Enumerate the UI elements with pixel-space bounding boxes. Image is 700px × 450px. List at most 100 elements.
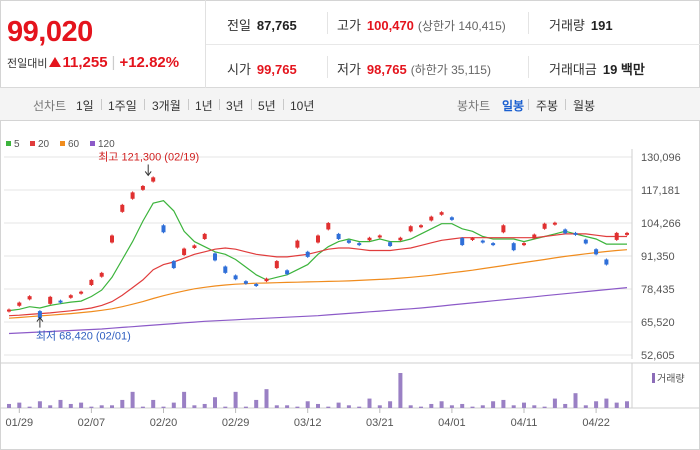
candle-body — [151, 177, 156, 182]
low-price: 저가 98,765 (하한가 35,115) — [337, 62, 491, 77]
x-tick-label: 03/21 — [366, 417, 394, 429]
volume-bar — [213, 397, 217, 408]
candle-body — [58, 300, 63, 303]
y-tick-label: 65,520 — [641, 317, 675, 329]
legend-swatch-5 — [6, 141, 11, 146]
divider — [327, 12, 328, 34]
candle-body — [336, 233, 341, 240]
volume-bar — [439, 401, 444, 408]
candle-body — [542, 223, 547, 229]
volume-bar — [130, 391, 135, 408]
prev-close: 전일 87,765 — [227, 18, 297, 33]
candle-body — [326, 223, 331, 230]
volume-bar — [58, 399, 63, 408]
y-tick-label: 91,350 — [641, 251, 675, 263]
volume-bar — [419, 406, 423, 408]
candle-weekly-button[interactable]: 주봉 — [536, 99, 559, 113]
candle-body — [264, 278, 269, 282]
volume-bar — [470, 406, 475, 408]
candle-body — [140, 185, 145, 190]
volume-bar — [192, 405, 197, 408]
candle-body — [583, 239, 588, 244]
period-3y-button[interactable]: 3년 — [226, 99, 244, 113]
volume-bar — [110, 405, 114, 408]
candle-body — [17, 302, 22, 306]
y-tick-label: 130,096 — [641, 152, 681, 164]
candle-daily-button[interactable]: 일봉 — [502, 99, 525, 113]
volume-bar — [449, 405, 454, 408]
volume-bar — [285, 405, 290, 408]
candle-body — [233, 275, 238, 280]
candle-body — [625, 232, 629, 235]
volume-bar — [594, 401, 599, 408]
period-1y-button[interactable]: 1년 — [195, 99, 213, 113]
candle-body — [563, 229, 568, 234]
candle-body — [305, 251, 310, 257]
volume-bar — [27, 406, 32, 408]
x-tick-label: 01/29 — [6, 417, 34, 429]
period-3m-button[interactable]: 3개월 — [152, 99, 181, 113]
y-tick-label: 52,605 — [641, 350, 675, 362]
divider — [101, 99, 102, 110]
volume-bar — [625, 401, 629, 408]
volume-bar — [522, 402, 526, 408]
volume-bar — [408, 405, 413, 408]
candle-body — [223, 266, 228, 273]
candle-body — [367, 237, 372, 241]
high-annotation: 최고 121,300 (02/19) — [98, 150, 199, 163]
period-1w-button[interactable]: 1주일 — [108, 99, 137, 113]
legend-label-20: 20 — [38, 139, 50, 150]
candle-body — [532, 234, 537, 239]
price-chart: 5 20 60 120 130,096 117,181 104,266 91,350 78,43… — [0, 139, 700, 429]
candle-body — [89, 279, 94, 286]
open-price: 시가 99,765 — [227, 62, 297, 77]
volume-bar — [316, 403, 320, 408]
candle-body — [182, 248, 187, 255]
candle-body — [511, 243, 516, 251]
divider — [251, 99, 252, 110]
volume-bar — [182, 391, 187, 408]
volume-bar — [583, 405, 588, 408]
candle-body — [130, 192, 135, 199]
legend-swatch-60 — [60, 141, 65, 146]
ma-line-120 — [8, 287, 628, 335]
period-toolbar: 선차트 1일 1주일 3개월 1년 3년 5년 10년 봉차트 일봉 주봉 월봉 — [0, 88, 700, 121]
candle-body — [604, 259, 609, 265]
period-5y-button[interactable]: 5년 — [258, 99, 276, 113]
candle-body — [213, 253, 217, 261]
candle-monthly-button[interactable]: 월봉 — [573, 99, 596, 113]
change-percent: +12.82% — [119, 54, 180, 71]
candle-body — [285, 270, 290, 275]
divider — [219, 99, 220, 110]
x-tick-label: 02/07 — [78, 417, 106, 429]
ma-line-20 — [8, 233, 627, 317]
volume-bar — [99, 405, 104, 408]
volume-bar — [37, 401, 42, 408]
candle-body — [48, 296, 53, 304]
candle-body — [316, 235, 320, 243]
row-divider — [206, 44, 700, 45]
candle-body — [254, 284, 259, 287]
period-10y-button[interactable]: 10년 — [290, 99, 315, 113]
candle-body — [27, 296, 32, 300]
candle-body — [192, 245, 197, 248]
candle-body — [480, 240, 485, 243]
quote-header: 99,020 전일대비 11,255 | +12.82% 전일 87,765 고가 100… — [0, 0, 700, 88]
volume-bar — [398, 373, 403, 408]
high-price: 고가 100,470 (상한가 140,415) — [337, 18, 506, 33]
volume: 거래량 191 — [549, 18, 613, 33]
volume-bar — [223, 406, 228, 408]
volume-bar — [48, 405, 53, 408]
ma-line-60 — [8, 249, 628, 319]
volume-bar — [326, 406, 331, 408]
volume-bar — [120, 399, 125, 408]
period-1d-button[interactable]: 1일 — [76, 99, 94, 113]
volume-bar — [491, 401, 496, 408]
candle-chart-label: 봉차트 — [457, 99, 491, 113]
volume-bar — [429, 403, 434, 408]
volume-legend-label: 거래량 — [657, 373, 685, 385]
volume-bar — [542, 406, 547, 408]
x-tick-label: 03/12 — [294, 417, 322, 429]
volume-bar — [480, 405, 485, 408]
volume-bar — [501, 399, 506, 408]
